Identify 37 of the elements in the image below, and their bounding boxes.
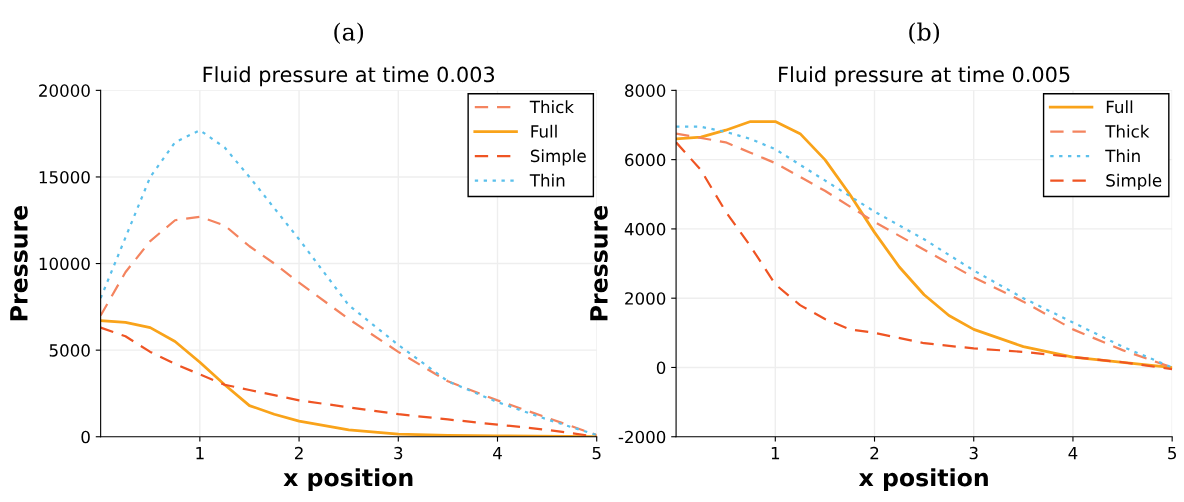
legend-label: Full xyxy=(1106,100,1133,114)
y-tick-label: 15000 xyxy=(39,170,90,184)
x-tick-label: 3 xyxy=(969,446,978,460)
y-tick-label: 6000 xyxy=(625,153,666,167)
legend-label: Simple xyxy=(1106,173,1162,190)
legend-label: Thick xyxy=(1105,124,1150,138)
legend-label: Simple xyxy=(530,149,586,166)
chart-title: Fluid pressure at time 0.003 xyxy=(203,66,495,87)
x-tick-label: 1 xyxy=(771,446,780,460)
x-tick-label: 2 xyxy=(870,446,879,460)
y-tick-label: 0 xyxy=(656,361,666,375)
legend-label: Thin xyxy=(529,173,565,187)
y-tick-label: -2000 xyxy=(618,430,666,444)
x-tick-label: 5 xyxy=(1168,446,1177,460)
y-axis-title: Pressure xyxy=(10,205,28,321)
y-tick-label: 0 xyxy=(81,430,90,444)
x-tick-label: 4 xyxy=(493,446,502,460)
y-tick-label: 5000 xyxy=(49,344,90,357)
x-tick-label: 3 xyxy=(394,446,403,460)
y-tick-label: 4000 xyxy=(624,222,666,236)
y-tick-label: 2000 xyxy=(625,292,666,305)
y-tick-label: 20000 xyxy=(39,84,90,97)
legend-label: Full xyxy=(531,124,557,138)
y-axis-title: Pressure xyxy=(590,205,608,321)
legend-label: Thin xyxy=(1105,149,1140,162)
x-axis-title: x position xyxy=(283,468,413,491)
text: (b) xyxy=(909,22,940,45)
x-tick-label: 5 xyxy=(592,446,601,460)
legend-label: Thick xyxy=(529,100,574,114)
text: (a) xyxy=(334,22,364,45)
x-axis-title: x position xyxy=(858,468,988,491)
y-tick-label: 8000 xyxy=(625,84,666,97)
x-tick-label: 2 xyxy=(294,446,303,460)
x-tick-label: 1 xyxy=(196,446,204,460)
y-tick-label: 10000 xyxy=(39,257,90,271)
x-tick-label: 4 xyxy=(1068,446,1078,460)
chart-title: Fluid pressure at time 0.005 xyxy=(779,66,1070,87)
